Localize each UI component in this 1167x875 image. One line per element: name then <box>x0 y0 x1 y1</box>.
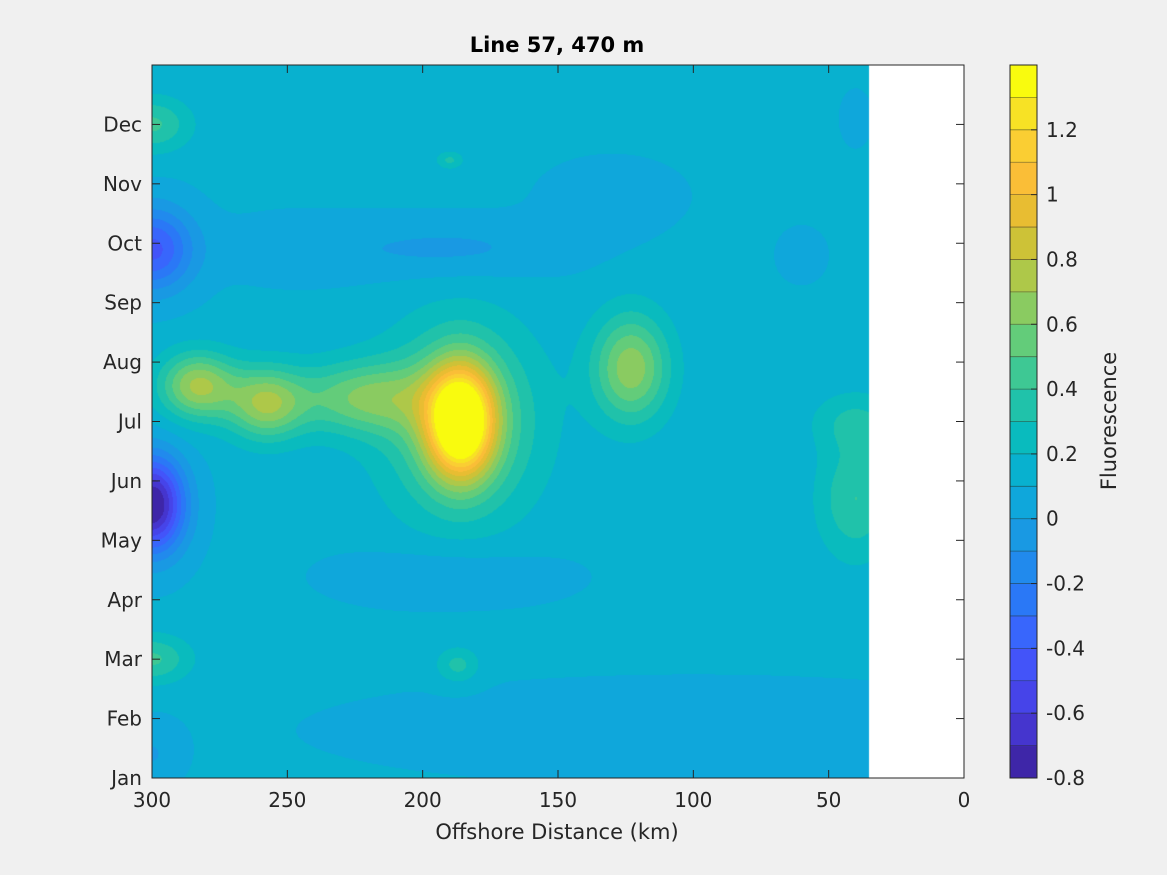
colorbar-band <box>1010 227 1037 260</box>
y-axis: Jan Feb Mar Apr May Jun Jul Aug Sep Oct Nov Dec <box>101 112 964 790</box>
colorbar-band <box>1010 453 1037 487</box>
colorbar-band <box>1010 648 1037 682</box>
y-tick-label: Dec <box>103 112 142 136</box>
colorbar-band <box>1010 518 1037 552</box>
colorbar-band <box>1010 583 1037 617</box>
colorbar-tick-label: 0.8 <box>1046 247 1078 271</box>
colorbar-band <box>1010 680 1037 714</box>
x-tick-label: 200 <box>404 788 442 812</box>
x-axis: 300 250 200 150 100 50 0 <box>133 65 970 812</box>
y-tick-label: Oct <box>107 231 142 255</box>
y-tick-label: Sep <box>104 291 142 315</box>
colorbar-band <box>1010 356 1037 390</box>
y-tick-label: Aug <box>103 350 142 374</box>
colorbar-tick-label: 0 <box>1046 507 1059 531</box>
y-tick-label: Apr <box>107 588 142 612</box>
colorbar-band <box>1010 615 1037 649</box>
colorbar-band <box>1010 97 1037 131</box>
colorbar-tick-label: 0.6 <box>1046 312 1078 336</box>
colorbar-band <box>1010 389 1037 422</box>
colorbar-band <box>1010 194 1037 228</box>
colorbar-band <box>1010 129 1037 163</box>
y-tick-label: Jul <box>116 410 142 434</box>
contour-plot <box>152 65 964 778</box>
y-tick-label: Nov <box>103 172 142 196</box>
colorbar-band <box>1010 713 1037 747</box>
colorbar-tick-label: -0.6 <box>1046 701 1085 725</box>
y-tick-label: Feb <box>107 707 142 731</box>
y-tick-label: Mar <box>104 647 143 671</box>
x-tick-label: 150 <box>539 788 577 812</box>
x-tick-label: 0 <box>958 788 971 812</box>
colorbar-tick-label: 0.4 <box>1046 377 1078 401</box>
colorbar-box <box>1009 64 1038 779</box>
chart-title: Line 57, 470 m <box>470 33 645 57</box>
colorbar-band <box>1010 291 1037 325</box>
colorbar-band <box>1010 324 1037 358</box>
x-axis-label: Offshore Distance (km) <box>435 820 678 844</box>
colorbar-tick-label: -0.2 <box>1046 572 1085 596</box>
y-tick-label: May <box>101 528 143 552</box>
colorbar-band <box>1010 551 1037 585</box>
y-tick-label: Jan <box>109 766 142 790</box>
y-tick-label: Jun <box>109 469 142 493</box>
colorbar-band <box>1010 745 1037 779</box>
x-tick-label: 100 <box>674 788 712 812</box>
x-tick-label: 300 <box>133 788 171 812</box>
colorbar-tick-label: 0.2 <box>1046 442 1078 466</box>
colorbar-tick-label: -0.4 <box>1046 636 1085 660</box>
x-tick-label: 50 <box>816 788 841 812</box>
colorbar: -0.8 -0.6 -0.4 -0.2 0 0.2 0.4 0.6 0.8 1 1.2 <box>1009 64 1085 790</box>
colorbar-tick-label: 1.2 <box>1046 118 1078 142</box>
colorbar-band <box>1010 162 1037 196</box>
colorbar-label: Fluorescence <box>1097 352 1121 490</box>
x-tick-label: 250 <box>268 788 306 812</box>
colorbar-tick-label: 1 <box>1046 183 1059 207</box>
colorbar-band <box>1010 259 1037 293</box>
colorbar-band <box>1010 486 1037 520</box>
colorbar-tick-label: -0.8 <box>1046 766 1085 790</box>
colorbar-band <box>1010 421 1037 455</box>
colorbar-band <box>1010 65 1037 98</box>
